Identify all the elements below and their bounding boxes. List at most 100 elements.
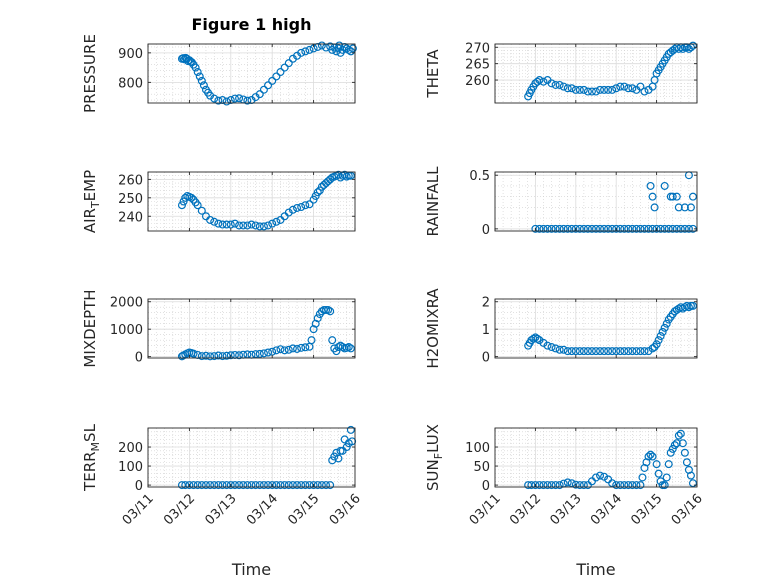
data-point [177, 481, 186, 490]
data-point [185, 481, 194, 490]
subplot-mixdepth: 0 1000 2000 MIXDEPTH [81, 289, 356, 368]
x-tick-label: 03/16 [669, 491, 706, 528]
data-point [535, 76, 544, 85]
data-point [195, 72, 204, 81]
data-point [668, 192, 677, 201]
data-point [346, 344, 355, 353]
data-point [604, 85, 613, 94]
axes-box [147, 43, 356, 104]
plot-area [495, 299, 697, 358]
x-tick-label: 03/15 [285, 491, 322, 528]
data-point [600, 224, 609, 233]
data-point [563, 84, 572, 93]
y-tick-label: 265 [465, 58, 490, 73]
data-point [682, 301, 691, 310]
data-point [187, 193, 196, 202]
y-tick-label: 100 [118, 460, 143, 475]
data-point [660, 181, 669, 190]
data-point [654, 336, 663, 345]
data-point [214, 219, 223, 228]
data-point [648, 452, 657, 461]
data-point [324, 305, 333, 314]
data-point [624, 347, 633, 356]
data-point [344, 343, 353, 352]
data-point [535, 481, 544, 490]
subplot-h2omixra: 0 1 2 H2OMIXRA [424, 288, 698, 369]
plot-area [148, 44, 355, 103]
data-point [660, 224, 669, 233]
y-tick-label: 50 [473, 460, 490, 475]
x-tick-label: 03/14 [244, 491, 281, 528]
data-point [632, 481, 641, 490]
data-point [628, 481, 637, 490]
data-point [608, 85, 617, 94]
x-tick-label: 03/11 [467, 491, 504, 528]
data-point [533, 334, 542, 343]
data-point [600, 347, 609, 356]
x-tick-label: 03/16 [327, 491, 364, 528]
data-point [575, 224, 584, 233]
data-point [214, 351, 223, 360]
data-point [660, 323, 669, 332]
data-point [531, 481, 540, 490]
data-point [210, 94, 219, 103]
data-point [342, 443, 351, 452]
data-point [587, 87, 596, 96]
data-point [682, 458, 691, 467]
data-point [555, 481, 564, 490]
data-point [235, 221, 244, 230]
data-point [201, 351, 210, 360]
data-point [272, 217, 281, 226]
data-point [591, 87, 600, 96]
x-tick-label: 03/12 [507, 491, 544, 528]
data-point [547, 224, 556, 233]
data-point [676, 224, 685, 233]
data-point [640, 224, 649, 233]
x-tick-label: 03/13 [203, 491, 240, 528]
data-point [288, 481, 297, 490]
data-point [551, 80, 560, 89]
axes-box [494, 171, 698, 232]
data-point [632, 347, 641, 356]
data-point [197, 352, 206, 361]
data-point [644, 452, 653, 461]
y-axis-label: H2OMIXRA [424, 288, 442, 369]
data-point [301, 481, 310, 490]
data-point [688, 41, 697, 50]
data-point [620, 224, 629, 233]
data-point [579, 347, 588, 356]
data-point [662, 473, 671, 482]
data-point [628, 84, 637, 93]
data-point [539, 224, 548, 233]
data-point [579, 85, 588, 94]
data-point [616, 82, 625, 91]
data-point [268, 76, 277, 85]
data-point [563, 478, 572, 487]
data-point [309, 481, 318, 490]
data-point [288, 205, 297, 214]
data-point [311, 319, 320, 328]
data-point [688, 301, 697, 310]
data-point [567, 84, 576, 93]
data-point [628, 224, 637, 233]
data-point [305, 200, 314, 209]
data-point [243, 96, 252, 105]
data-point [672, 224, 681, 233]
data-point [575, 85, 584, 94]
y-tick-label: 900 [118, 47, 143, 62]
data-point [247, 481, 256, 490]
data-point [218, 220, 227, 229]
data-point [664, 460, 673, 469]
data-point [686, 203, 695, 212]
data-point [348, 44, 357, 53]
y-tick-label: 240 [118, 210, 143, 225]
data-point [235, 481, 244, 490]
data-point [680, 203, 689, 212]
data-point [596, 85, 605, 94]
data-point [551, 224, 560, 233]
data-point [612, 481, 621, 490]
data-point [547, 481, 556, 490]
data-point [531, 224, 540, 233]
